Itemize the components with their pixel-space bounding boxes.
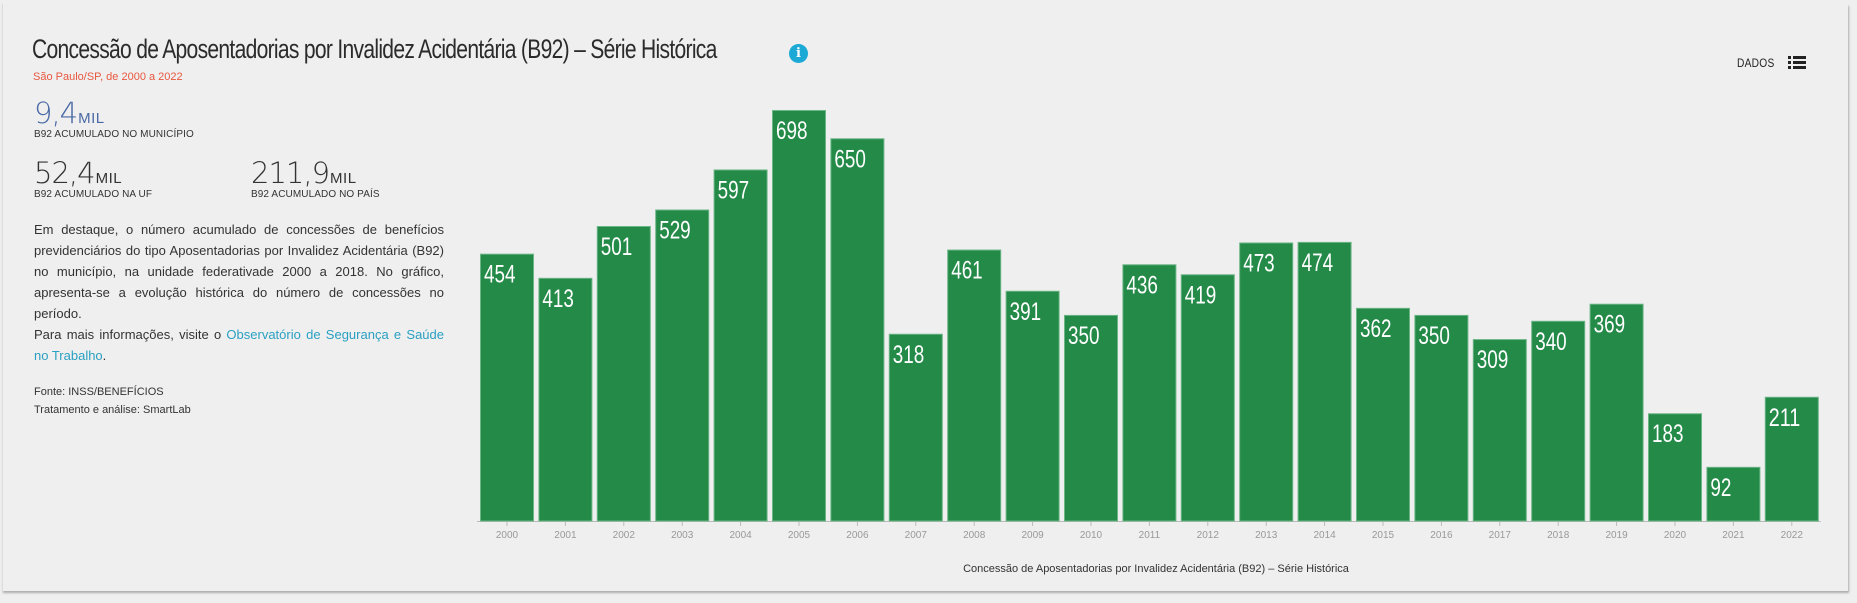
bar-label-2000: 454 (484, 261, 516, 289)
x-tick-label: 2015 (1372, 530, 1395, 541)
subtitle: São Paulo/SP, de 2000 a 2022 (33, 71, 183, 83)
x-tick-label: 2008 (963, 530, 986, 541)
stat-municipio: 9,4MIL B92 ACUMULADO NO MUNICÍPIO (34, 98, 194, 140)
stat-value: 211,9 (251, 156, 330, 190)
bar-label-2005: 698 (776, 117, 808, 145)
x-tick-label: 2009 (1021, 530, 1044, 541)
bar-label-2019: 369 (1594, 311, 1626, 339)
bar-2019[interactable] (1589, 303, 1644, 522)
bar-label-2001: 413 (542, 285, 574, 313)
bar-label-2018: 340 (1535, 328, 1567, 356)
x-axis-title: Concessão de Aposentadorias por Invalide… (963, 563, 1349, 575)
stat-unit: MIL (95, 170, 123, 187)
bar-label-2002: 501 (601, 233, 633, 261)
bar-2006[interactable] (830, 138, 885, 522)
bar-2015[interactable] (1356, 307, 1410, 522)
stat-unit: MIL (330, 170, 357, 187)
bar-2018[interactable] (1531, 320, 1586, 522)
bar-2021[interactable] (1706, 466, 1761, 522)
bar-label-2009: 391 (1010, 298, 1042, 326)
page-title: Concessão de Aposentadorias por Invalide… (32, 34, 717, 64)
bar-2016[interactable] (1414, 314, 1469, 522)
x-tick-label: 2020 (1664, 530, 1687, 541)
list-icon[interactable] (1788, 56, 1806, 70)
x-tick-label: 2011 (1139, 530, 1161, 541)
bar-2010[interactable] (1064, 314, 1118, 522)
bar-2011[interactable] (1122, 264, 1177, 522)
x-tick-label: 2010 (1080, 530, 1103, 541)
bar-label-2008: 461 (951, 257, 983, 285)
observatorio-link[interactable]: Observatório de Segurança e Saúde no Tra… (34, 327, 444, 363)
bar-label-2021: 92 (1710, 474, 1731, 502)
x-tick-label: 2000 (496, 530, 519, 541)
bar-2002[interactable] (596, 225, 651, 522)
bar-2000[interactable] (480, 253, 534, 522)
description: Em destaque, o número acumulado de conce… (34, 219, 444, 366)
bar-2004[interactable] (713, 169, 768, 522)
bar-label-2015: 362 (1360, 315, 1392, 343)
x-tick-label: 2003 (671, 530, 694, 541)
bar-2003[interactable] (655, 209, 710, 522)
source-tratamento: Tratamento e análise: SmartLab (34, 404, 191, 416)
bar-label-2020: 183 (1652, 420, 1684, 448)
bar-label-2013: 473 (1243, 249, 1275, 277)
x-tick-label: 2007 (905, 530, 928, 541)
x-tick-label: 2005 (788, 530, 811, 541)
bar-2007[interactable] (888, 333, 943, 522)
bar-2013[interactable] (1239, 242, 1294, 522)
bar-label-2022: 211 (1769, 404, 1801, 432)
bar-2008[interactable] (947, 249, 1002, 522)
bar-label-2014: 474 (1302, 249, 1334, 277)
bar-2017[interactable] (1472, 339, 1527, 522)
bar-label-2006: 650 (834, 145, 866, 173)
bar-2020[interactable] (1648, 413, 1702, 522)
stat-value: 9,4 (34, 96, 78, 130)
x-tick-label: 2017 (1489, 530, 1512, 541)
bar-label-2017: 309 (1477, 346, 1509, 374)
x-tick-label: 2002 (613, 530, 636, 541)
x-tick-label: 2014 (1313, 530, 1336, 541)
bar-2001[interactable] (538, 277, 593, 522)
stat-value: 52,4 (34, 156, 96, 190)
bar-label-2012: 419 (1185, 281, 1217, 309)
stat-unit: MIL (78, 110, 105, 127)
stat-pais: 211,9MIL B92 ACUMULADO NO PAÍS (251, 158, 380, 200)
dados-button[interactable]: DADOS (1737, 56, 1775, 70)
bar-2005[interactable] (772, 110, 826, 522)
x-tick-label: 2004 (729, 530, 752, 541)
stat-label: B92 ACUMULADO NO PAÍS (251, 189, 380, 200)
x-tick-label: 2012 (1197, 530, 1220, 541)
bar-label-2004: 597 (718, 176, 750, 204)
info-icon[interactable]: i (789, 44, 808, 63)
bar-2012[interactable] (1180, 274, 1235, 522)
x-tick-label: 2021 (1722, 530, 1745, 541)
more-info-suffix: . (102, 348, 107, 363)
stat-uf: 52,4MIL B92 ACUMULADO NA UF (34, 158, 152, 200)
x-tick-label: 2016 (1430, 530, 1453, 541)
stat-label: B92 ACUMULADO NO MUNICÍPIO (34, 129, 194, 140)
bar-label-2010: 350 (1068, 322, 1100, 350)
more-info-prefix: Para mais informações, visite o (34, 327, 227, 342)
source-fonte: Fonte: INSS/BENEFÍCIOS (34, 386, 164, 398)
bar-2009[interactable] (1005, 290, 1060, 522)
x-tick-label: 2013 (1255, 530, 1278, 541)
source-block: Fonte: INSS/BENEFÍCIOS Tratamento e anál… (34, 383, 191, 419)
bar-2022[interactable] (1764, 396, 1819, 522)
bar-label-2016: 350 (1418, 322, 1450, 350)
x-tick-label: 2018 (1547, 530, 1570, 541)
bar-label-2011: 436 (1126, 271, 1158, 299)
stat-label: B92 ACUMULADO NA UF (34, 189, 153, 200)
x-tick-label: 2019 (1605, 530, 1628, 541)
bar-label-2007: 318 (893, 341, 925, 369)
bar-label-2003: 529 (659, 217, 691, 245)
bar-2014[interactable] (1297, 241, 1352, 522)
x-tick-label: 2001 (554, 530, 577, 541)
x-tick-label: 2022 (1781, 530, 1804, 541)
description-text: Em destaque, o número acumulado de conce… (34, 222, 444, 321)
x-tick-label: 2006 (846, 530, 869, 541)
